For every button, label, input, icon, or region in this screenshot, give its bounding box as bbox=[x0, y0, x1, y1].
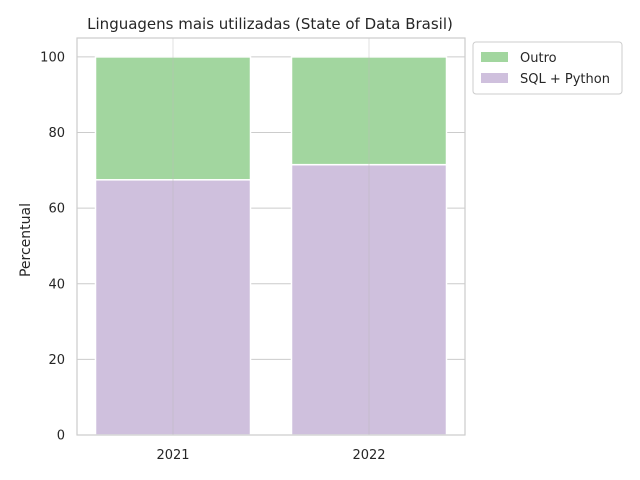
legend-label: SQL + Python bbox=[520, 72, 610, 87]
legend-label: Outro bbox=[520, 51, 557, 66]
ticks-layer: 0 20 40 60 80 100 2021 2022 bbox=[40, 50, 385, 463]
plot-frame bbox=[76, 37, 466, 436]
x-tick-label: 2022 bbox=[352, 448, 385, 463]
vertical-grid-layer bbox=[172, 38, 370, 435]
bars-layer bbox=[94, 56, 448, 436]
y-tick-label: 80 bbox=[48, 126, 65, 141]
chart-title: Linguagens mais utilizadas (State of Dat… bbox=[87, 15, 453, 33]
y-tick-label: 20 bbox=[48, 353, 65, 368]
y-tick-label: 0 bbox=[57, 429, 65, 444]
legend-swatch-sql-python bbox=[481, 73, 508, 83]
bar-sql-python-2021 bbox=[94, 179, 252, 436]
legend-box bbox=[472, 41, 623, 95]
x-tick-label: 2021 bbox=[156, 448, 189, 463]
legend: Outro SQL + Python bbox=[472, 41, 623, 95]
y-tick-label: 60 bbox=[48, 202, 65, 217]
legend-swatch-outro bbox=[481, 52, 508, 62]
y-tick-label: 100 bbox=[40, 50, 65, 65]
y-axis-label: Percentual bbox=[18, 203, 34, 277]
bar-outro-2022 bbox=[290, 56, 448, 166]
y-tick-label: 40 bbox=[48, 277, 65, 292]
bar-outro-2021 bbox=[94, 56, 252, 181]
